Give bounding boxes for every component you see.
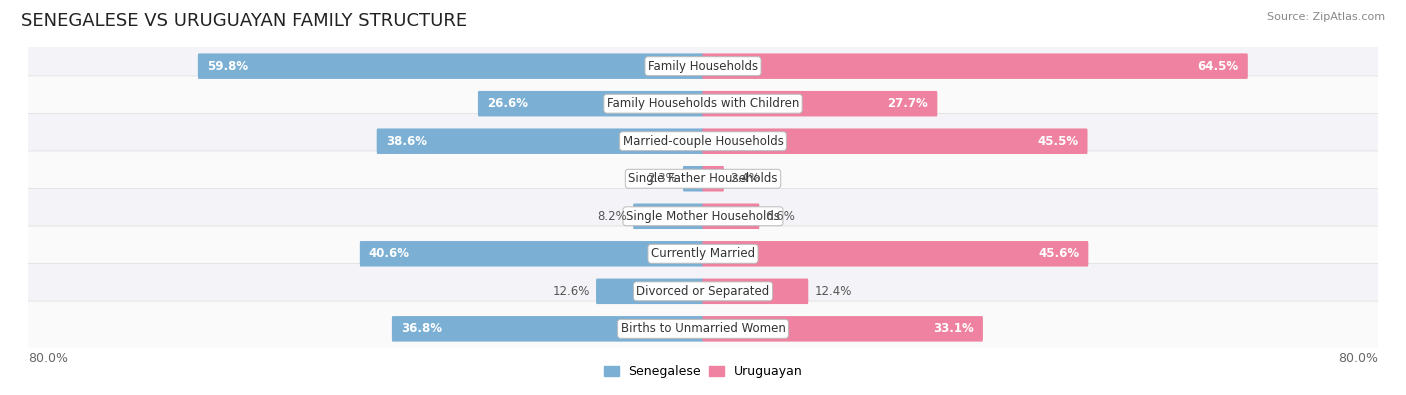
Text: 80.0%: 80.0%	[1339, 352, 1378, 365]
FancyBboxPatch shape	[21, 151, 1385, 207]
FancyBboxPatch shape	[392, 316, 703, 342]
Text: SENEGALESE VS URUGUAYAN FAMILY STRUCTURE: SENEGALESE VS URUGUAYAN FAMILY STRUCTURE	[21, 12, 467, 30]
Text: Family Households: Family Households	[648, 60, 758, 73]
FancyBboxPatch shape	[703, 53, 1247, 79]
Text: 38.6%: 38.6%	[385, 135, 427, 148]
FancyBboxPatch shape	[703, 166, 724, 192]
Text: 8.2%: 8.2%	[598, 210, 627, 223]
Text: 26.6%: 26.6%	[486, 97, 529, 110]
Text: 45.5%: 45.5%	[1038, 135, 1078, 148]
FancyBboxPatch shape	[377, 128, 703, 154]
FancyBboxPatch shape	[21, 113, 1385, 169]
FancyBboxPatch shape	[21, 76, 1385, 132]
Text: Births to Unmarried Women: Births to Unmarried Women	[620, 322, 786, 335]
Text: 27.7%: 27.7%	[887, 97, 928, 110]
Text: 2.3%: 2.3%	[647, 172, 676, 185]
FancyBboxPatch shape	[683, 166, 703, 192]
FancyBboxPatch shape	[596, 278, 703, 304]
FancyBboxPatch shape	[198, 53, 703, 79]
Text: Married-couple Households: Married-couple Households	[623, 135, 783, 148]
Text: 36.8%: 36.8%	[401, 322, 441, 335]
FancyBboxPatch shape	[21, 263, 1385, 319]
FancyBboxPatch shape	[703, 241, 1088, 267]
Text: Source: ZipAtlas.com: Source: ZipAtlas.com	[1267, 12, 1385, 22]
FancyBboxPatch shape	[703, 278, 808, 304]
Text: 2.4%: 2.4%	[730, 172, 759, 185]
Text: Divorced or Separated: Divorced or Separated	[637, 285, 769, 298]
FancyBboxPatch shape	[21, 301, 1385, 357]
Text: 64.5%: 64.5%	[1198, 60, 1239, 73]
Text: 6.6%: 6.6%	[765, 210, 796, 223]
FancyBboxPatch shape	[703, 128, 1087, 154]
Text: Family Households with Children: Family Households with Children	[607, 97, 799, 110]
FancyBboxPatch shape	[21, 38, 1385, 94]
Text: 33.1%: 33.1%	[934, 322, 974, 335]
Legend: Senegalese, Uruguayan: Senegalese, Uruguayan	[599, 360, 807, 384]
FancyBboxPatch shape	[703, 316, 983, 342]
Text: 40.6%: 40.6%	[368, 247, 411, 260]
Text: Single Mother Households: Single Mother Households	[626, 210, 780, 223]
Text: 80.0%: 80.0%	[28, 352, 67, 365]
FancyBboxPatch shape	[703, 91, 938, 117]
FancyBboxPatch shape	[21, 188, 1385, 244]
Text: Currently Married: Currently Married	[651, 247, 755, 260]
FancyBboxPatch shape	[360, 241, 703, 267]
FancyBboxPatch shape	[703, 203, 759, 229]
FancyBboxPatch shape	[21, 226, 1385, 282]
FancyBboxPatch shape	[478, 91, 703, 117]
FancyBboxPatch shape	[633, 203, 703, 229]
Text: Single Father Households: Single Father Households	[628, 172, 778, 185]
Text: 45.6%: 45.6%	[1038, 247, 1080, 260]
Text: 59.8%: 59.8%	[207, 60, 247, 73]
Text: 12.6%: 12.6%	[553, 285, 591, 298]
Text: 12.4%: 12.4%	[814, 285, 852, 298]
